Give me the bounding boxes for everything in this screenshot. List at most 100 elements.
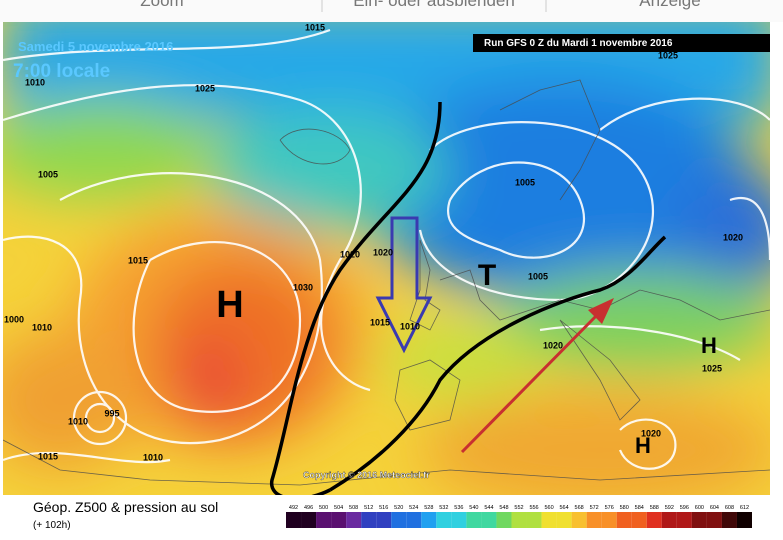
scale-label: 572 bbox=[590, 505, 599, 511]
scale-swatch bbox=[286, 512, 302, 528]
scale-label: 608 bbox=[725, 505, 734, 511]
scale-label: 568 bbox=[575, 505, 584, 511]
isobar-label: 1005 bbox=[515, 177, 535, 187]
scale-swatch bbox=[391, 512, 407, 528]
scale-swatch bbox=[541, 512, 557, 528]
scale-swatch bbox=[646, 512, 662, 528]
scale-label: 596 bbox=[680, 505, 689, 511]
scale-label: 508 bbox=[349, 505, 358, 511]
scale-label: 524 bbox=[409, 505, 418, 511]
isobar-label: 1010 bbox=[400, 321, 420, 331]
scale-swatch bbox=[406, 512, 422, 528]
scale-swatch bbox=[301, 512, 317, 528]
scale-swatch bbox=[421, 512, 437, 528]
pressure-center: T bbox=[478, 259, 496, 292]
isobar-label: 1020 bbox=[641, 428, 661, 438]
scale-label: 516 bbox=[379, 505, 388, 511]
scale-swatch bbox=[316, 512, 332, 528]
isobar-label: 1020 bbox=[543, 340, 563, 350]
scale-label: 580 bbox=[620, 505, 629, 511]
pressure-center: H bbox=[635, 433, 651, 458]
map: Run GFS 0 Z du Mardi 1 novembre 2016 Sam… bbox=[3, 22, 770, 495]
isobar-label: 1015 bbox=[370, 317, 390, 327]
scale-label: 584 bbox=[635, 505, 644, 511]
scale-label: 612 bbox=[740, 505, 749, 511]
legend-title: Géop. Z500 & pression au sol bbox=[33, 499, 218, 515]
scale-swatch bbox=[451, 512, 467, 528]
scale-label: 556 bbox=[529, 505, 538, 511]
scale-label: 532 bbox=[439, 505, 448, 511]
scale-label: 536 bbox=[454, 505, 463, 511]
isobar-label: 1015 bbox=[128, 255, 148, 265]
scale-swatch bbox=[511, 512, 527, 528]
scale-label: 604 bbox=[710, 505, 719, 511]
scale-swatch bbox=[601, 512, 617, 528]
scale-swatch bbox=[376, 512, 392, 528]
isobar-label: 1005 bbox=[38, 169, 58, 179]
scale-swatch bbox=[736, 512, 752, 528]
scale-swatch bbox=[466, 512, 482, 528]
scale-label: 548 bbox=[499, 505, 508, 511]
pressure-center: H bbox=[701, 333, 717, 358]
scale-swatch bbox=[481, 512, 497, 528]
isobars bbox=[3, 28, 770, 470]
scale-swatch bbox=[616, 512, 632, 528]
isobar-label: 1020 bbox=[723, 232, 743, 242]
cold-arrow bbox=[375, 216, 433, 354]
scale-swatch bbox=[586, 512, 602, 528]
isobar-label: 1005 bbox=[528, 271, 548, 281]
isobar-label: 1010 bbox=[25, 77, 45, 87]
scale-swatch bbox=[331, 512, 347, 528]
time-label: 7:00 locale bbox=[13, 61, 110, 82]
trough-lines bbox=[270, 101, 667, 495]
warm-arrow bbox=[460, 310, 602, 454]
scale-swatch bbox=[676, 512, 692, 528]
scale-swatch bbox=[691, 512, 707, 528]
scale-label: 576 bbox=[605, 505, 614, 511]
isobar-label: 995 bbox=[104, 408, 119, 418]
scale-swatch bbox=[571, 512, 587, 528]
isobar-label: 1015 bbox=[38, 451, 58, 461]
run-label: Run GFS 0 Z du Mardi 1 novembre 2016 bbox=[484, 38, 673, 49]
isobar-label: 1010 bbox=[68, 416, 88, 426]
scale-label: 520 bbox=[394, 505, 403, 511]
scale-label: 512 bbox=[364, 505, 373, 511]
warm-arrow-head bbox=[588, 298, 614, 324]
scale-label: 552 bbox=[514, 505, 523, 511]
scale-label: 600 bbox=[695, 505, 704, 511]
toolbar bbox=[0, 0, 783, 22]
toolbar-item[interactable]: Ein- oder ausblenden bbox=[353, 0, 515, 10]
copyright: Copyright © 2016 Meteociel.fr bbox=[303, 470, 430, 480]
scale-swatch bbox=[631, 512, 647, 528]
scale-swatch bbox=[346, 512, 362, 528]
scale-swatch bbox=[721, 512, 737, 528]
pressure-center: H bbox=[216, 284, 243, 326]
scale-label: 500 bbox=[319, 505, 328, 511]
isobar-label: 1025 bbox=[658, 50, 678, 60]
scale-label: 564 bbox=[560, 505, 569, 511]
scale-label: 592 bbox=[665, 505, 674, 511]
scale-label: 560 bbox=[544, 505, 553, 511]
isobar-label: 1010 bbox=[32, 322, 52, 332]
date-label: Samedi 5 novembre 2016 bbox=[18, 39, 173, 54]
scale-swatch bbox=[436, 512, 452, 528]
run-box bbox=[473, 34, 770, 52]
scale-swatch bbox=[706, 512, 722, 528]
scale-label: 504 bbox=[334, 505, 343, 511]
legend-lead: (+ 102h) bbox=[33, 520, 71, 531]
scale-swatch bbox=[361, 512, 377, 528]
scale-label: 544 bbox=[484, 505, 493, 511]
scale-swatch bbox=[556, 512, 572, 528]
isobar-label: 1020 bbox=[373, 247, 393, 257]
isobar-label: 1000 bbox=[4, 314, 24, 324]
toolbar-item[interactable]: Anzeige bbox=[639, 0, 700, 10]
scale-label: 496 bbox=[304, 505, 313, 511]
scale-swatch bbox=[661, 512, 677, 528]
toolbar-item[interactable]: Zoom bbox=[140, 0, 183, 10]
scale-label: 588 bbox=[650, 505, 659, 511]
coastlines bbox=[3, 79, 770, 486]
scale-swatch bbox=[496, 512, 512, 528]
isobar-label: 1020 bbox=[340, 249, 360, 259]
scale-label: 540 bbox=[469, 505, 478, 511]
